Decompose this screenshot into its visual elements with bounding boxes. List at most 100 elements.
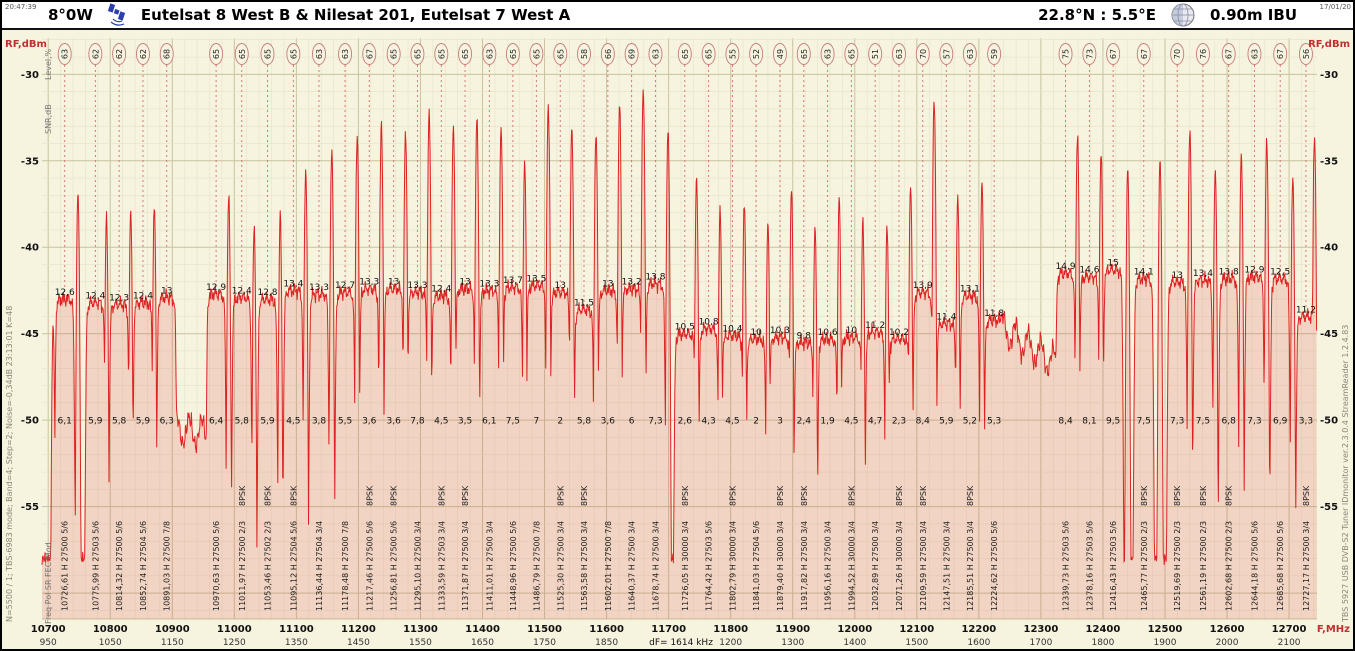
level-value: 57	[942, 49, 951, 59]
level-value: 67	[1109, 49, 1118, 59]
snr-label: 14,6	[1079, 266, 1099, 276]
margin-label: 2,6	[678, 417, 693, 427]
snr-label: 13,1	[960, 285, 980, 295]
carrier-label: 12519,69 H 27500 2/3	[1173, 521, 1182, 611]
margin-label: 3,6	[601, 417, 616, 427]
snr-label: 14,1	[1134, 267, 1154, 277]
transponder-labels: 73 14,6 8,1 12378,16 H 27503 5/6	[1079, 43, 1100, 611]
level-badge	[260, 43, 275, 65]
snr-label: 13,3	[309, 283, 329, 293]
freq-tick-mhz: 11500	[527, 624, 562, 635]
margin-label: 8,1	[1082, 417, 1096, 427]
level-value: 65	[681, 49, 690, 59]
snr-label: 13	[1171, 271, 1182, 281]
snr-label: 14,9	[1056, 262, 1076, 272]
carrier-label: 11879,40 H 30000 3/4	[776, 521, 785, 611]
y-tick-label: -55	[1320, 502, 1338, 513]
carrier-label: 12185,51 H 27500 3/4	[966, 521, 975, 611]
level-value: 67	[365, 49, 374, 59]
margin-label: 7,5	[1137, 417, 1151, 427]
margin-label: 5,3	[987, 417, 1001, 427]
margin-label: 2	[557, 417, 563, 427]
y-axis-title-left: RF,dBm	[5, 39, 47, 50]
snr-label: 13,5	[526, 274, 546, 284]
snr-label: 12,4	[85, 292, 105, 302]
margin-label: 7,5	[1196, 417, 1210, 427]
margin-label: 3,6	[387, 417, 402, 427]
margin-label: 4,5	[286, 417, 300, 427]
margin-label: 2,3	[892, 417, 906, 427]
snr-label: 11,2	[865, 321, 885, 331]
snr-label: 15	[1107, 259, 1118, 269]
level-value: 69	[628, 49, 637, 59]
modulation-label: 8PSK	[1173, 485, 1182, 506]
globe-icon	[1170, 2, 1196, 28]
freq-tick-if: 1850	[595, 638, 618, 648]
freq-tick-mhz: 11000	[217, 624, 252, 635]
freq-tick-if: 1750	[533, 638, 556, 648]
level-badge	[338, 43, 353, 65]
margin-label: 5,8	[577, 417, 592, 427]
freq-tick-mhz: 12700	[1272, 624, 1307, 635]
level-badge	[1136, 43, 1151, 65]
snr-label: 9,8	[797, 331, 812, 341]
carrier-label: 11011,97 H 27500 2/3	[238, 521, 247, 611]
margin-label: 7,8	[410, 417, 425, 427]
capture-date: 17/01/20	[1319, 3, 1351, 11]
level-badge	[820, 43, 835, 65]
level-value: 65	[413, 49, 422, 59]
level-badge	[892, 43, 906, 65]
margin-label: 6,1	[482, 417, 496, 427]
level-badge	[648, 43, 663, 65]
level-badge	[57, 43, 72, 65]
y-tick-label: -35	[1320, 156, 1338, 167]
modulation-label: 8PSK	[461, 485, 470, 506]
margin-label: 3,6	[362, 417, 377, 427]
carrier-label: 11095,12 H 27504 5/6	[289, 521, 298, 611]
level-badge	[553, 43, 568, 65]
margin-label: 8,4	[916, 417, 931, 427]
level-badge	[312, 43, 326, 65]
snr-label: 11,4	[936, 312, 956, 322]
transponder-labels: 49 10,3 3 11879,40 H 30000 3/4 8PSK	[770, 43, 790, 611]
transponder-labels: 65 12,4 4,5 11333,59 H 27503 3/4 8PSK	[431, 43, 452, 611]
carrier-label: 11726,05 H 30000 3/4	[681, 521, 690, 611]
carrier-label: 11295,10 H 27500 3/4	[413, 521, 422, 611]
snr-label: 10	[846, 326, 858, 336]
margin-label: 6,1	[58, 417, 72, 427]
freq-tick-if: 1200	[719, 638, 742, 648]
margin-label: 5,9	[136, 417, 151, 427]
snr-label: 10,2	[889, 328, 909, 338]
freq-tick-if: 950	[40, 638, 57, 648]
level-badge	[939, 43, 954, 65]
site-coordinates: 22.8°N : 5.5°E	[1038, 6, 1156, 24]
freq-tick-mhz: 12400	[1086, 624, 1121, 635]
level-badge	[209, 43, 224, 65]
level-value: 65	[532, 49, 541, 59]
freq-tick-mhz: 10900	[155, 624, 190, 635]
carrier-label: 11956,16 H 27500 3/4	[824, 521, 833, 611]
y-tick-label: -30	[21, 70, 39, 81]
level-value: 56	[1302, 49, 1311, 59]
modulation-label: 8PSK	[580, 485, 589, 506]
level-value: 70	[1173, 49, 1182, 59]
y-tick-label: -45	[21, 329, 39, 340]
margin-label: 7,5	[506, 417, 520, 427]
modulation-label: 8PSK	[556, 485, 565, 506]
carrier-label: 11563,58 H 27500 3/4	[580, 521, 589, 611]
level-badge	[701, 43, 716, 65]
level-value: 65	[264, 49, 273, 59]
level-value: 65	[509, 49, 518, 59]
transponder-labels: 63 13,8 7,3 11678,74 H 27500 3/4	[645, 43, 666, 611]
margin-label: 6	[629, 417, 635, 427]
modulation-label: 8PSK	[238, 485, 247, 506]
snr-label: 10,8	[699, 318, 719, 328]
level-badge	[915, 43, 930, 65]
margin-label: 7,3	[1247, 417, 1261, 427]
carrier-label: 11411,01 H 27500 3/4	[485, 521, 494, 611]
level-badge	[505, 43, 520, 65]
snr-label: 13	[602, 279, 613, 289]
level-badge	[458, 43, 473, 65]
modulation-label: 8PSK	[776, 485, 785, 506]
